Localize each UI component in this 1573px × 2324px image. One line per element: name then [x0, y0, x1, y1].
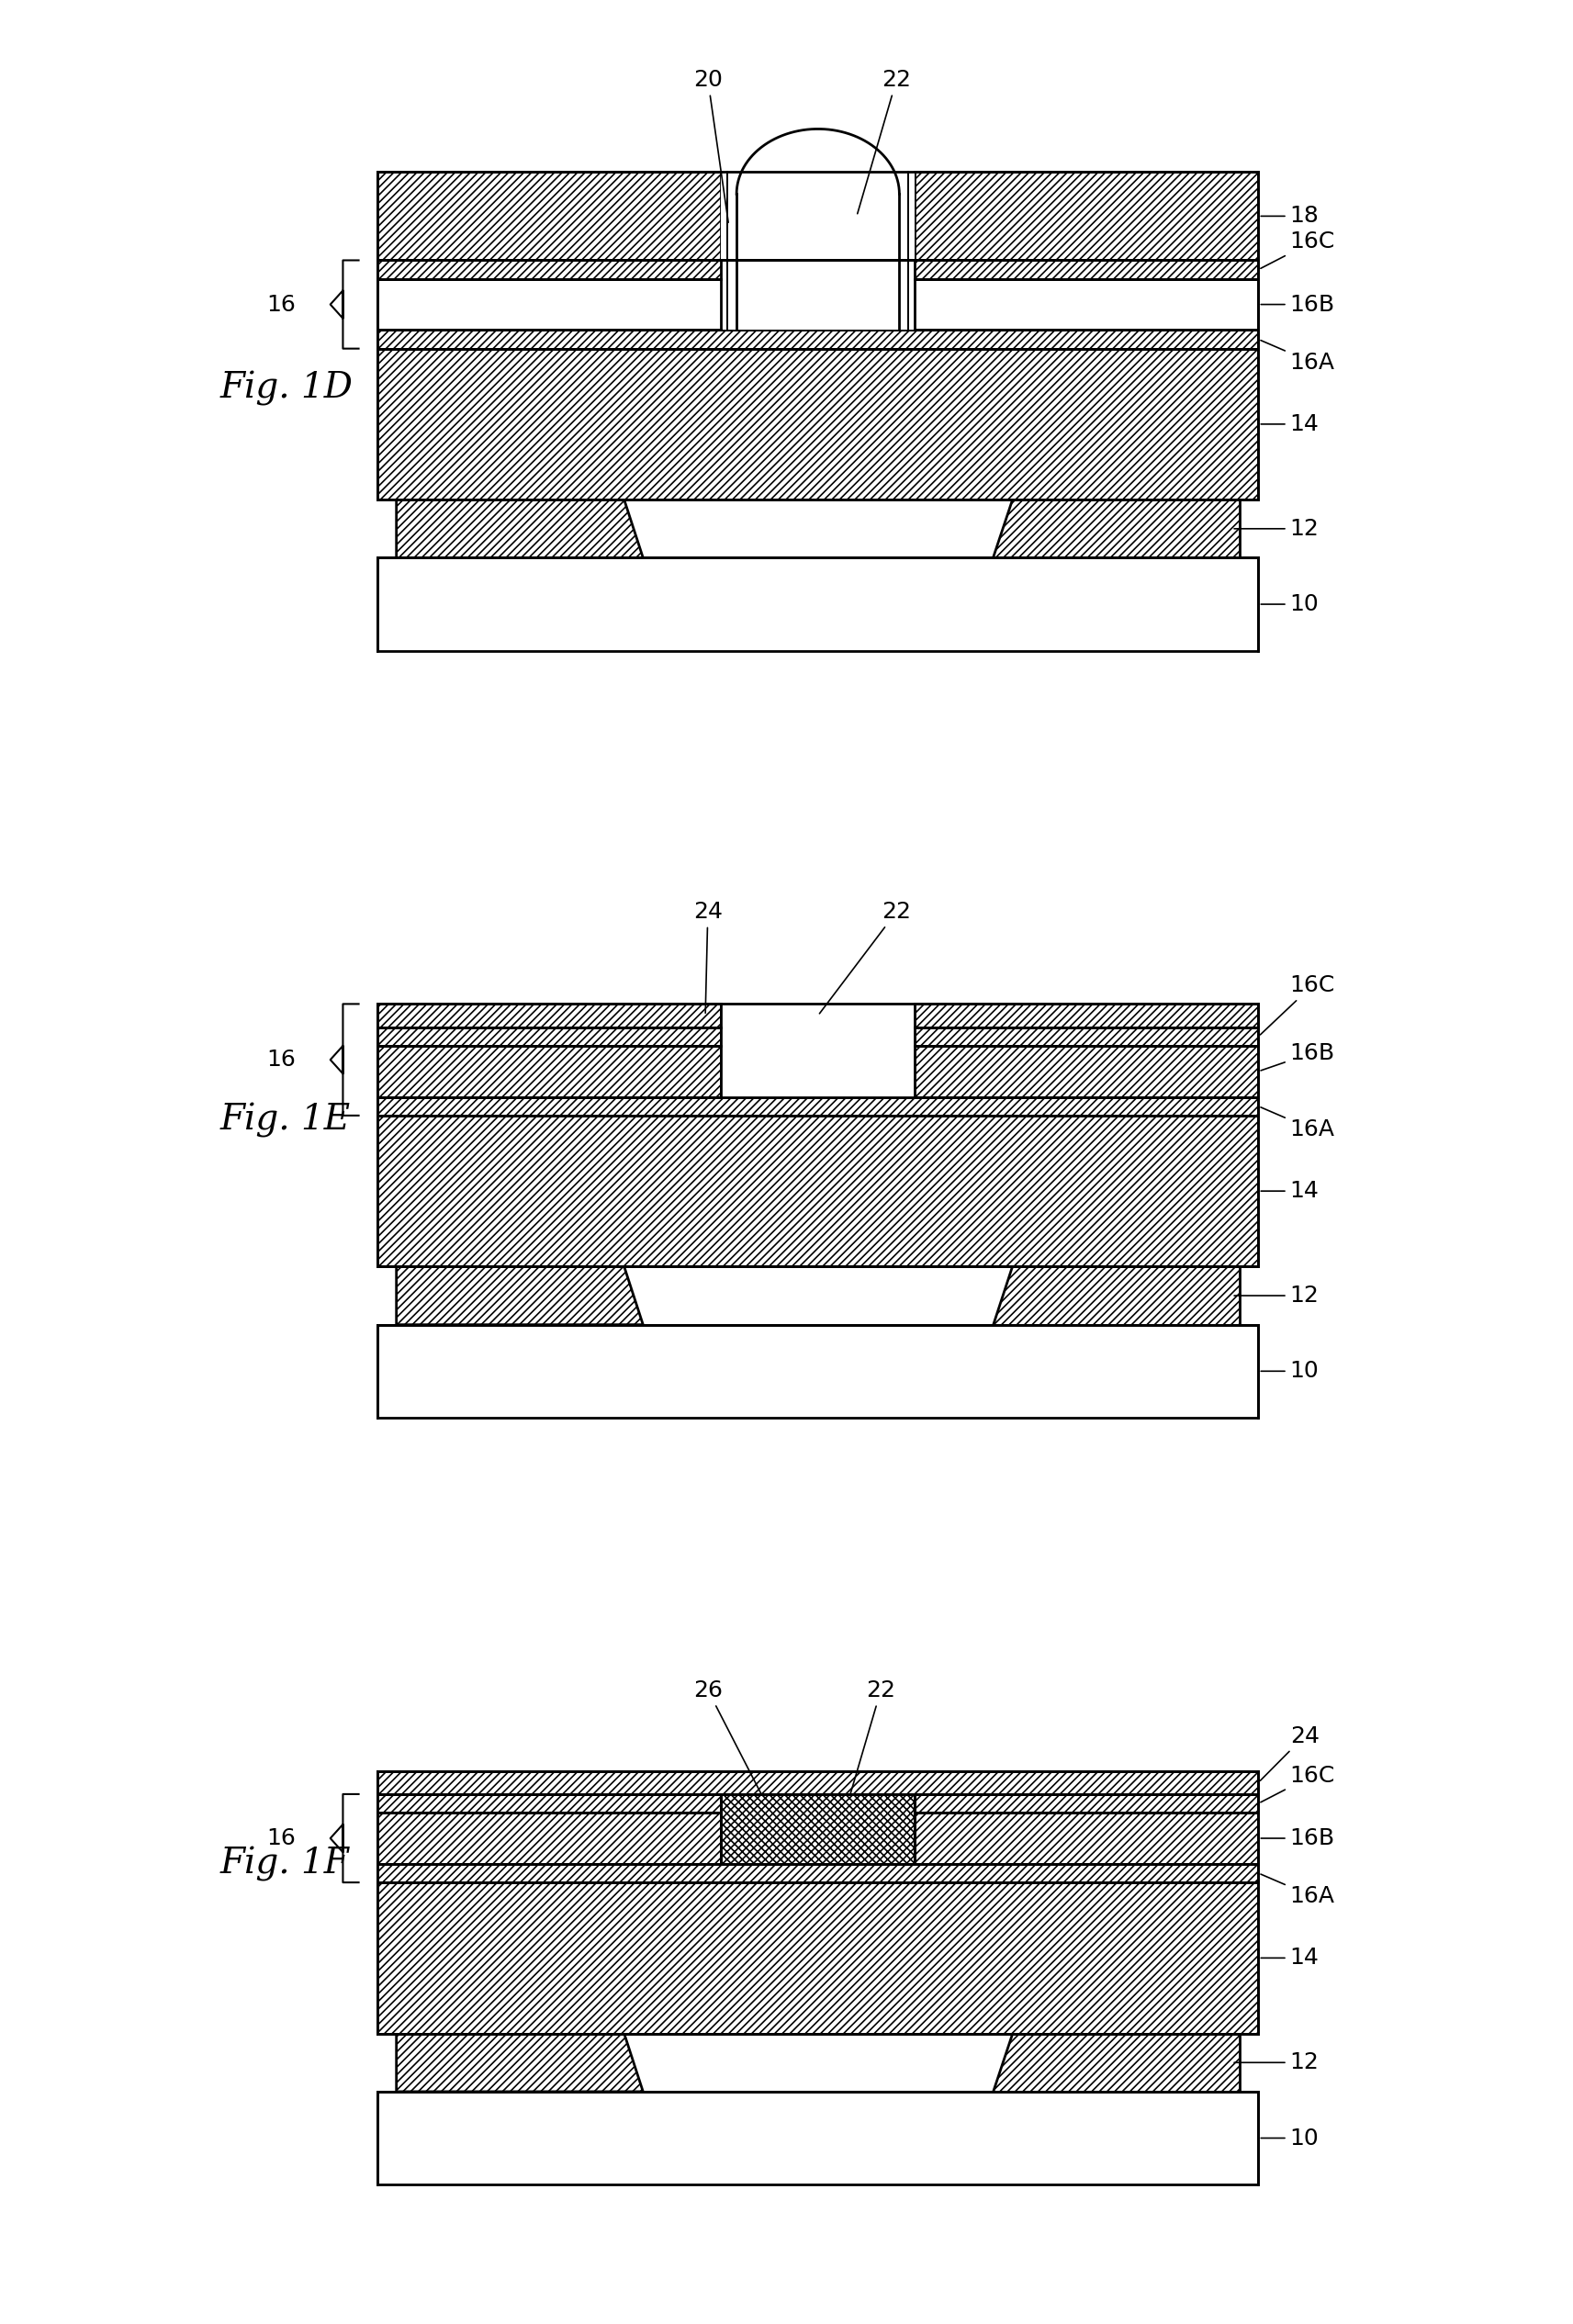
Text: 12: 12: [1235, 1285, 1320, 1306]
Text: 16A: 16A: [1260, 1106, 1335, 1141]
Bar: [378, 330, 1258, 349]
Text: 10: 10: [1262, 1360, 1320, 1383]
Text: 14: 14: [1262, 414, 1320, 435]
Text: 16: 16: [266, 1048, 296, 1071]
Bar: [915, 1046, 1258, 1097]
Bar: [915, 1813, 1258, 1864]
Text: 12: 12: [1235, 518, 1320, 539]
Text: 22: 22: [838, 1680, 895, 1836]
Text: 24: 24: [694, 902, 722, 1013]
Bar: [378, 260, 1258, 279]
Polygon shape: [396, 500, 643, 558]
Text: 16B: 16B: [1262, 1827, 1335, 1850]
Text: 10: 10: [1262, 593, 1320, 616]
Polygon shape: [993, 2034, 1240, 2092]
Bar: [720, 1046, 915, 1097]
Text: 16B: 16B: [1262, 293, 1335, 316]
Bar: [720, 172, 915, 330]
Text: 16C: 16C: [1260, 230, 1335, 267]
Text: Fig. 1F: Fig. 1F: [220, 1845, 349, 1882]
Text: 16C: 16C: [1260, 974, 1335, 1034]
Text: 22: 22: [857, 70, 911, 214]
Text: 10: 10: [1262, 2126, 1320, 2150]
Text: 12: 12: [1235, 2052, 1320, 2073]
Polygon shape: [993, 1267, 1240, 1325]
Bar: [378, 1097, 1258, 1116]
Bar: [378, 1864, 1258, 1882]
Polygon shape: [396, 2034, 643, 2092]
Bar: [915, 1004, 1258, 1027]
Bar: [378, 1046, 720, 1097]
Bar: [378, 1794, 720, 1813]
Text: 14: 14: [1262, 1181, 1320, 1202]
Text: 24: 24: [1260, 1724, 1320, 1780]
Bar: [378, 1813, 720, 1864]
Bar: [378, 349, 1258, 500]
Bar: [915, 1794, 1258, 1813]
Bar: [720, 1004, 915, 1027]
Text: 18: 18: [1262, 205, 1320, 228]
Text: 16A: 16A: [1260, 339, 1335, 374]
Bar: [378, 1325, 1258, 1418]
Bar: [378, 1771, 1258, 1794]
Text: Fig. 1E: Fig. 1E: [220, 1102, 351, 1139]
Polygon shape: [993, 500, 1240, 558]
Text: Fig. 1D: Fig. 1D: [220, 370, 354, 407]
Text: 22: 22: [820, 902, 911, 1013]
Text: 16B: 16B: [1262, 1041, 1335, 1071]
Bar: [720, 1027, 915, 1046]
Text: 14: 14: [1262, 1948, 1320, 1968]
Bar: [378, 558, 1258, 651]
Bar: [915, 172, 1258, 260]
Text: 16: 16: [266, 1827, 296, 1850]
Text: 20: 20: [694, 70, 728, 223]
Bar: [378, 2092, 1258, 2185]
Text: 16A: 16A: [1260, 1873, 1335, 1908]
Text: 26: 26: [694, 1680, 779, 1827]
Bar: [378, 1116, 1258, 1267]
Text: 16C: 16C: [1260, 1764, 1335, 1801]
Bar: [720, 1794, 915, 1864]
Polygon shape: [396, 1267, 643, 1325]
Text: 16: 16: [266, 293, 296, 316]
Bar: [378, 172, 720, 260]
Bar: [915, 1027, 1258, 1046]
Bar: [378, 1004, 720, 1027]
Bar: [378, 1027, 720, 1046]
Bar: [378, 279, 1258, 330]
Bar: [378, 1882, 1258, 2034]
